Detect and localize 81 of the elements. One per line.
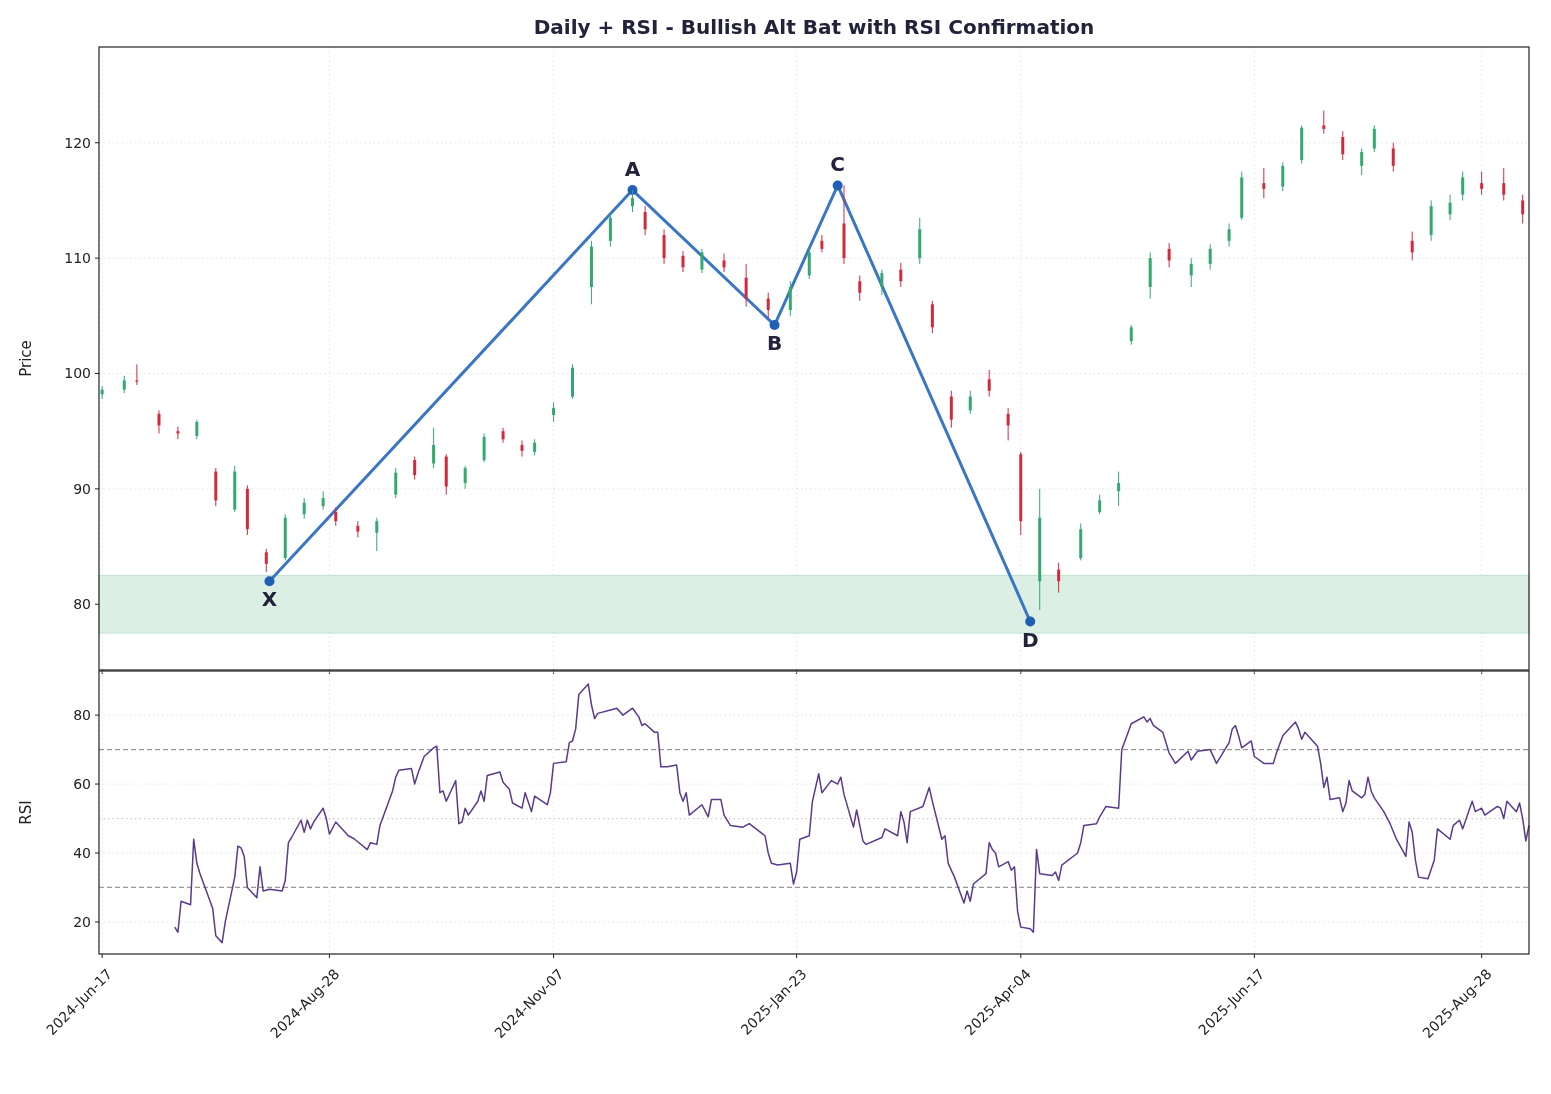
annotation: B: [766, 331, 783, 356]
candlestick: [321, 490, 325, 511]
candlestick: [643, 205, 647, 236]
candlestick: [432, 427, 436, 469]
annotation: X: [261, 587, 278, 612]
annotation: D: [1021, 627, 1039, 652]
y-axis-title: RSI: [17, 800, 35, 825]
chart-title: Daily + RSI - Bullish Alt Bat with RSI Confirmation: [533, 15, 1095, 39]
candlestick: [722, 253, 726, 273]
point: [264, 576, 275, 587]
candlestick: [520, 439, 524, 458]
y-tick-label: 80: [73, 596, 91, 613]
candlestick: [987, 369, 991, 398]
candlestick: [157, 409, 161, 434]
candlestick: [1322, 109, 1326, 135]
candlestick: [413, 456, 417, 481]
candlestick: [356, 520, 360, 538]
candlestick: [681, 250, 685, 273]
candlestick: [1480, 171, 1484, 196]
candlestick: [1117, 471, 1121, 507]
y-tick-label: 120: [64, 134, 91, 151]
candlestick: [1167, 242, 1171, 268]
y-axis-title: Price: [17, 340, 35, 377]
candlestick: [501, 427, 505, 444]
y-tick-label: 60: [73, 775, 91, 792]
annotation: C: [830, 152, 846, 177]
point: [627, 185, 638, 196]
candlestick: [1341, 130, 1345, 161]
candlestick: [1521, 194, 1525, 225]
candlestick: [968, 390, 972, 415]
candlestick: [820, 234, 824, 253]
candlestick: [482, 432, 486, 463]
candlestick: [1189, 257, 1193, 288]
candlestick: [766, 292, 770, 319]
line-series: [174, 683, 1530, 944]
candlestick: [1006, 407, 1010, 441]
y-tick-label: 80: [73, 707, 91, 724]
candlestick: [858, 274, 862, 302]
point: [1025, 616, 1036, 627]
y-tick-label: 90: [73, 480, 91, 497]
candlestick: [375, 517, 379, 552]
candlestick: [394, 467, 398, 499]
candlestick: [930, 300, 934, 334]
candlestick: [788, 280, 792, 317]
candlestick: [630, 189, 634, 213]
candlestick: [807, 246, 811, 280]
candlestick: [1391, 142, 1395, 173]
candlestick: [264, 548, 268, 573]
candlestick: [1360, 148, 1364, 176]
candlestick: [1372, 124, 1376, 153]
candlestick: [334, 506, 338, 527]
candlestick: [744, 263, 748, 308]
candlestick: [195, 419, 199, 440]
candlestick: [949, 390, 953, 429]
candlestick: [1502, 167, 1506, 201]
candlestick: [1057, 562, 1061, 594]
candlestick: [552, 401, 556, 423]
y-tick-label: 40: [73, 844, 91, 861]
candlestick: [700, 248, 704, 274]
candlestick: [302, 497, 306, 520]
candlestick: [1227, 223, 1231, 248]
y-tick-label: 110: [64, 250, 91, 267]
candlestick: [1448, 194, 1452, 221]
candlestick: [899, 262, 903, 288]
point: [769, 320, 780, 331]
point: [832, 180, 843, 191]
candlestick: [880, 269, 884, 296]
candlestick: [662, 228, 666, 265]
candlestick: [1281, 161, 1285, 192]
candlestick: [1410, 231, 1414, 261]
candlestick: [135, 363, 139, 386]
annotation: A: [624, 157, 641, 182]
candlestick: [1461, 171, 1465, 201]
y-tick-label: 100: [64, 365, 91, 382]
candlestick: [1129, 324, 1133, 346]
candlestick: [463, 465, 467, 490]
candlestick: [608, 211, 612, 248]
candlestick: [1208, 243, 1212, 271]
candlestick: [1098, 494, 1102, 515]
candlestick: [1262, 167, 1266, 199]
y-tick-label: 20: [73, 913, 91, 930]
